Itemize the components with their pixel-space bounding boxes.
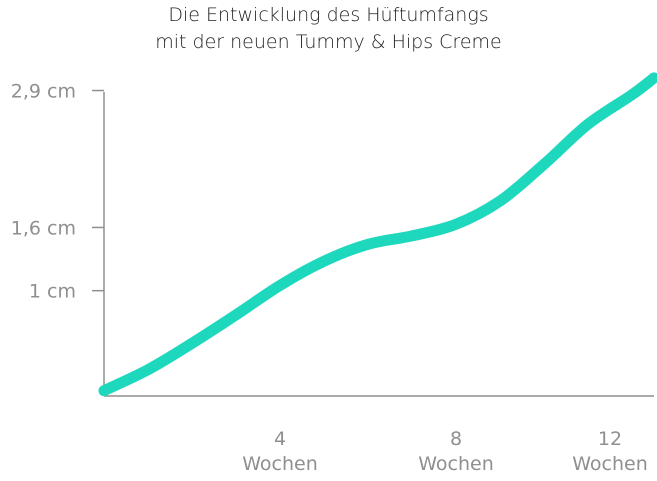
chart-title-line-2: mit der neuen Tummy & Hips Creme [155, 31, 502, 53]
y-ticks: 1 cm 1,6 cm 2,9 cm [11, 81, 104, 303]
x-tick-label-unit: Wochen [572, 453, 648, 475]
y-tick-label: 2,9 cm [11, 81, 76, 103]
y-tick-label: 1 cm [29, 281, 76, 303]
x-tick-label-unit: Wochen [418, 453, 494, 475]
x-tick-label-number: 12 [598, 428, 622, 450]
x-tick-label-number: 4 [274, 428, 286, 450]
y-tick-label: 1,6 cm [11, 217, 76, 239]
x-tick-label-number: 8 [450, 428, 462, 450]
x-tick-label-unit: Wochen [242, 453, 318, 475]
chart-title-line-1: Die Entwicklung des Hüftumfangs [168, 4, 489, 26]
series-line [98, 72, 657, 397]
x-ticks: 4 Wochen 8 Wochen 12 Wochen [242, 428, 648, 475]
